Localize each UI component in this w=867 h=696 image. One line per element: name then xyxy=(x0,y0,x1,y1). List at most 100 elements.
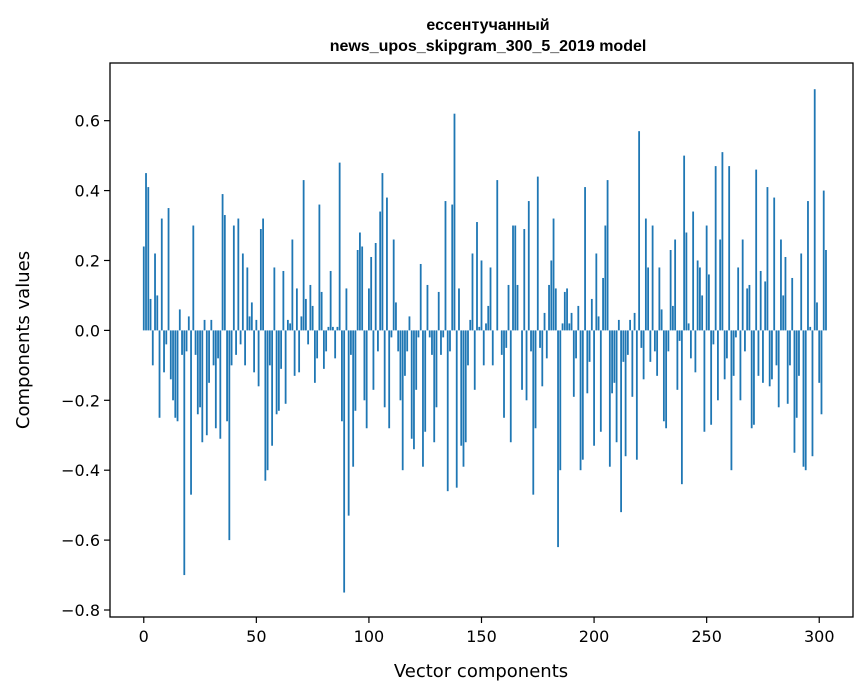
bar-28 xyxy=(205,330,208,436)
bar-206 xyxy=(606,180,609,331)
bar-293 xyxy=(802,330,805,467)
bar-98 xyxy=(363,330,366,401)
bar-55 xyxy=(266,330,269,471)
bar-160 xyxy=(503,330,505,418)
bar-41 xyxy=(235,330,237,355)
bar-124 xyxy=(422,330,424,467)
bar-162 xyxy=(507,284,510,331)
bar-134 xyxy=(444,201,447,331)
bar-69 xyxy=(298,330,301,373)
bar-104 xyxy=(377,330,379,352)
bar-103 xyxy=(374,243,377,331)
bar-275 xyxy=(762,330,764,383)
bar-283 xyxy=(780,239,782,331)
bar-228 xyxy=(656,330,659,376)
bar-68 xyxy=(295,288,298,331)
chart-title-line-1: ессентучанный xyxy=(426,17,549,34)
bar-78 xyxy=(318,204,321,331)
bar-189 xyxy=(568,323,571,331)
bar-144 xyxy=(467,330,469,366)
bar-29 xyxy=(208,330,210,383)
bar-252 xyxy=(710,330,713,425)
bar-49 xyxy=(253,330,255,373)
bar-125 xyxy=(424,330,427,432)
bar-130 xyxy=(435,330,438,408)
bar-178 xyxy=(543,312,546,331)
bar-21 xyxy=(190,330,192,495)
bar-150 xyxy=(480,260,483,331)
bar-36 xyxy=(223,215,226,331)
bar-273 xyxy=(757,330,760,376)
bar-227 xyxy=(653,330,656,352)
bar-282 xyxy=(777,330,780,408)
bar-18 xyxy=(183,330,186,576)
bar-38 xyxy=(228,330,231,541)
bar-183 xyxy=(554,288,557,331)
bar-272 xyxy=(755,169,758,331)
bar-74 xyxy=(309,284,312,331)
bar-176 xyxy=(539,330,541,348)
bar-302 xyxy=(822,190,825,331)
bar-195 xyxy=(581,330,584,460)
bar-110 xyxy=(390,330,393,338)
bar-89 xyxy=(343,330,346,593)
bar-168 xyxy=(521,330,523,390)
bar-194 xyxy=(579,330,582,471)
bar-6 xyxy=(156,295,159,331)
bar-231 xyxy=(662,330,665,422)
bar-296 xyxy=(809,326,812,331)
bar-300 xyxy=(818,330,821,383)
bar-133 xyxy=(442,330,445,338)
bar-33 xyxy=(217,330,219,359)
bar-239 xyxy=(680,330,683,485)
bar-140 xyxy=(458,288,460,331)
bar-16 xyxy=(178,309,181,331)
bar-286 xyxy=(786,330,789,404)
bar-250 xyxy=(705,225,708,331)
y-tick-label-7: 0.6 xyxy=(75,112,100,131)
bar-210 xyxy=(615,330,618,443)
bar-240 xyxy=(683,155,686,331)
bar-213 xyxy=(622,330,625,362)
bar-15 xyxy=(176,330,179,422)
bar-262 xyxy=(732,330,735,376)
bar-57 xyxy=(271,330,274,446)
bar-211 xyxy=(617,319,620,331)
bar-27 xyxy=(203,319,206,331)
bar-182 xyxy=(552,218,555,331)
bar-216 xyxy=(629,319,631,331)
y-tick-label-3: −0.2 xyxy=(61,391,100,410)
bar-192 xyxy=(575,330,577,359)
bar-118 xyxy=(408,316,411,331)
bar-52 xyxy=(259,229,262,331)
bar-188 xyxy=(566,288,568,331)
bar-170 xyxy=(525,330,528,401)
y-tick-label-5: 0.2 xyxy=(75,251,100,270)
bar-37 xyxy=(226,330,228,422)
bar-261 xyxy=(730,330,733,471)
bar-112 xyxy=(395,302,397,331)
bar-284 xyxy=(782,295,785,331)
y-tick-label-6: 0.4 xyxy=(75,182,100,201)
bar-217 xyxy=(631,330,634,397)
bar-137 xyxy=(451,204,454,331)
bar-290 xyxy=(795,330,798,418)
bar-270 xyxy=(750,330,753,429)
bar-142 xyxy=(462,330,465,467)
bar-11 xyxy=(167,208,170,331)
bar-232 xyxy=(665,330,668,429)
bar-122 xyxy=(417,330,420,338)
bar-274 xyxy=(759,270,762,331)
bar-77 xyxy=(316,330,319,359)
bar-96 xyxy=(359,232,361,331)
bar-190 xyxy=(570,312,573,331)
bar-198 xyxy=(588,330,591,362)
bar-93 xyxy=(352,330,355,467)
bar-22 xyxy=(192,225,195,331)
x-axis-label: Vector components xyxy=(394,661,568,682)
bar-299 xyxy=(816,302,818,331)
bar-226 xyxy=(651,225,654,331)
bar-169 xyxy=(523,229,526,331)
bar-4 xyxy=(151,330,154,366)
bar-177 xyxy=(541,330,544,387)
